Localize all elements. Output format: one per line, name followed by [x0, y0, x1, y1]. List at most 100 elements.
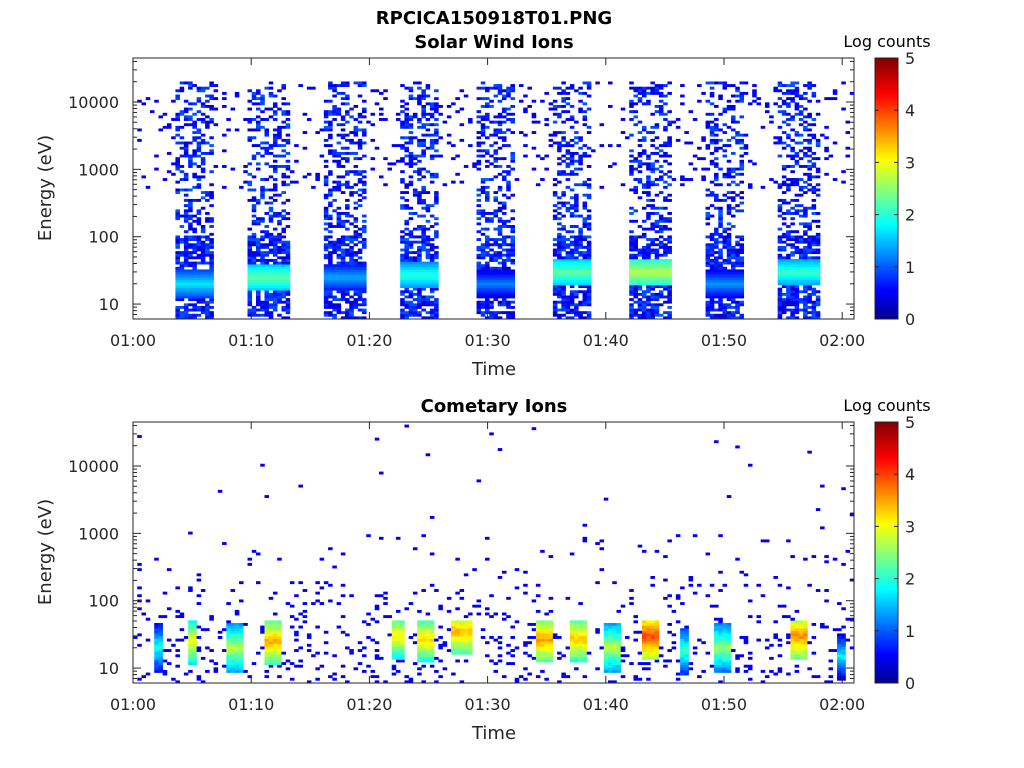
spectrogram-cell	[506, 183, 511, 187]
spectrogram-cell	[429, 651, 435, 655]
spectrogram-cell	[272, 300, 278, 304]
spectrogram-cell	[183, 235, 189, 239]
spectrogram-cell	[200, 282, 206, 286]
spectrogram-cell	[302, 112, 308, 116]
spectrogram-cell	[175, 94, 180, 98]
spectrogram-cell	[162, 615, 168, 619]
spectrogram-cell	[192, 643, 197, 647]
spectrogram-cell	[353, 235, 359, 239]
spectrogram-cell	[353, 316, 359, 320]
spectrogram-cell	[315, 651, 320, 655]
spectrogram-cell	[260, 191, 265, 195]
spectrogram-cell	[726, 206, 732, 210]
spectrogram-cell	[722, 243, 728, 247]
spectrogram-cell	[731, 300, 736, 304]
spectrogram-cell	[552, 258, 558, 262]
spectrogram-cell	[209, 287, 214, 291]
spectrogram-cell	[268, 622, 274, 626]
spectrogram-cell	[345, 282, 350, 286]
spectrogram-cell	[183, 308, 189, 312]
spectrogram-cell	[298, 625, 303, 629]
spectrogram-cell	[781, 266, 787, 270]
spectrogram-cell	[200, 248, 206, 252]
spectrogram-cell	[654, 266, 660, 270]
spectrogram-cell	[264, 118, 270, 121]
spectrogram-cell	[205, 303, 210, 307]
spectrogram-cell	[557, 258, 562, 262]
spectrogram-cell	[192, 282, 197, 286]
spectrogram-cell	[633, 261, 638, 265]
spectrogram-cell	[794, 264, 800, 268]
spectrogram-cell	[272, 253, 278, 257]
spectrogram-cell	[557, 157, 562, 161]
spectrogram-cell	[345, 102, 350, 106]
spectrogram-cell	[650, 238, 655, 241]
spectrogram-cell	[183, 272, 189, 275]
spectrogram-cell	[192, 245, 197, 249]
spectrogram-cell	[790, 300, 795, 304]
spectrogram-cell	[183, 151, 189, 155]
spectrogram-cell	[485, 277, 490, 281]
spectrogram-cell	[353, 232, 359, 236]
spectrogram-cell	[807, 292, 812, 296]
spectrogram-cell	[790, 245, 795, 249]
spectrogram-cell	[726, 279, 732, 283]
spectrogram-cell	[272, 628, 278, 632]
spectrogram-cell	[714, 316, 719, 320]
spectrogram-cell	[633, 311, 638, 315]
spectrogram-cell	[777, 214, 783, 218]
spectrogram-cell	[340, 225, 346, 228]
spectrogram-cell	[667, 162, 672, 166]
spectrogram-cell	[731, 170, 736, 174]
spectrogram-cell	[362, 240, 367, 244]
spectrogram-cell	[803, 274, 808, 278]
spectrogram-cell	[735, 94, 740, 98]
spectrogram-cell	[722, 123, 728, 127]
spectrogram-cell	[540, 178, 545, 181]
spectrogram-cell	[637, 131, 643, 134]
spectrogram-cell	[247, 290, 253, 294]
spectrogram-cell	[641, 149, 647, 153]
spectrogram-cell	[353, 667, 359, 671]
spectrogram-cell	[786, 230, 791, 234]
spectrogram-cell	[260, 99, 265, 103]
spectrogram-cell	[493, 292, 499, 296]
spectrogram-cell	[196, 573, 202, 577]
spectrogram-cell	[209, 295, 214, 299]
spectrogram-cell	[404, 115, 409, 119]
spectrogram-cell	[222, 149, 227, 153]
spectrogram-cell	[718, 235, 723, 239]
spectrogram-cell	[485, 266, 490, 270]
spectrogram-cell	[179, 274, 185, 278]
spectrogram-cell	[569, 274, 575, 278]
spectrogram-cell	[425, 622, 431, 626]
spectrogram-cell	[353, 269, 359, 273]
spectrogram-cell	[349, 285, 354, 288]
spectrogram-cell	[629, 256, 634, 260]
spectrogram-cell	[247, 120, 253, 124]
spectrogram-cell	[188, 209, 193, 213]
spectrogram-cell	[209, 94, 214, 98]
spectrogram-cell	[845, 154, 851, 158]
spectrogram-cell	[485, 89, 490, 93]
spectrogram-cell	[781, 141, 787, 145]
spectrogram-cell	[192, 238, 197, 241]
spectrogram-cell	[268, 115, 274, 119]
spectrogram-cell	[786, 282, 791, 286]
spectrogram-cell	[400, 104, 405, 108]
spectrogram-cell	[485, 272, 490, 275]
spectrogram-cell	[442, 183, 448, 187]
spectrogram-cell	[205, 120, 210, 124]
spectrogram-cell	[209, 277, 214, 281]
spectrogram-cell	[506, 292, 511, 296]
spectrogram-cell	[192, 264, 197, 268]
spectrogram-cell	[277, 285, 282, 288]
spectrogram-cell	[815, 279, 821, 283]
spectrogram-cell	[412, 633, 418, 637]
spectrogram-cell	[429, 225, 435, 228]
spectrogram-cell	[451, 651, 456, 655]
spectrogram-cell	[489, 266, 494, 270]
spectrogram-cell	[434, 308, 439, 312]
spectrogram-cell	[688, 162, 694, 166]
spectrogram-cell	[646, 269, 651, 273]
